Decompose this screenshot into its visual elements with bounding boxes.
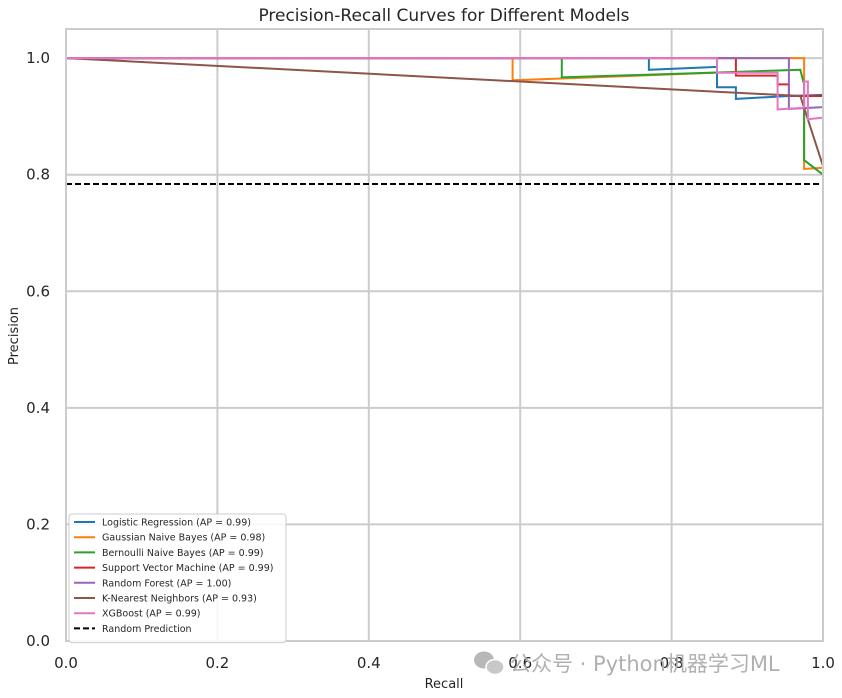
series-line-4 — [66, 57, 824, 110]
x-tick-label: 0.4 — [357, 654, 381, 672]
legend-label: Random Forest (AP = 1.00) — [102, 578, 231, 589]
x-tick-label: 0.6 — [508, 654, 532, 672]
y-axis-label: Precision — [7, 307, 22, 365]
y-tick-label: 0.8 — [26, 166, 50, 184]
x-axis-label: Recall — [425, 677, 464, 692]
x-tick-label: 0.8 — [660, 654, 684, 672]
y-tick-label: 0.0 — [26, 632, 50, 650]
y-tick-label: 0.4 — [26, 399, 50, 417]
y-tick-label: 0.2 — [26, 515, 50, 533]
x-tick-label: 0.2 — [205, 654, 229, 672]
series-line-6 — [66, 57, 824, 121]
series-line-5 — [65, 57, 824, 167]
y-tick-label: 1.0 — [26, 49, 50, 67]
legend-label: K-Nearest Neighbors (AP = 0.93) — [102, 594, 257, 605]
legend-label: Gaussian Naive Bayes (AP = 0.98) — [102, 533, 265, 544]
y-tick-label: 0.6 — [26, 282, 50, 300]
legend: Logistic Regression (AP = 0.99) Gaussian … — [68, 513, 287, 644]
legend-label: Bernoulli Naive Bayes (AP = 0.99) — [102, 548, 264, 559]
wechat-icon — [474, 651, 505, 676]
x-tick-label: 1.0 — [811, 654, 835, 672]
watermark-text: 公众号 · Python机器学习ML — [510, 652, 780, 676]
legend-label: Logistic Regression (AP = 0.99) — [102, 518, 251, 529]
series-lines — [65, 57, 824, 185]
legend-label: Support Vector Machine (AP = 0.99) — [102, 563, 273, 574]
series-line-1 — [66, 57, 824, 170]
plot-frame — [65, 28, 824, 642]
legend-label: Random Prediction — [102, 624, 192, 635]
x-tick-label: 0.0 — [54, 654, 78, 672]
legend-box — [68, 513, 287, 644]
tick-labels: 0.0 0.2 0.4 0.6 0.8 1.0 0.0 0.2 0.4 0.6 0.8 1.0 — [26, 49, 835, 672]
series-line-2 — [66, 57, 824, 176]
watermark: 公众号 · Python机器学习ML — [474, 651, 780, 676]
legend-label: XGBoost (AP = 0.99) — [102, 609, 201, 620]
chart-title: Precision-Recall Curves for Different Mo… — [258, 6, 629, 26]
series-line-0 — [66, 57, 824, 100]
